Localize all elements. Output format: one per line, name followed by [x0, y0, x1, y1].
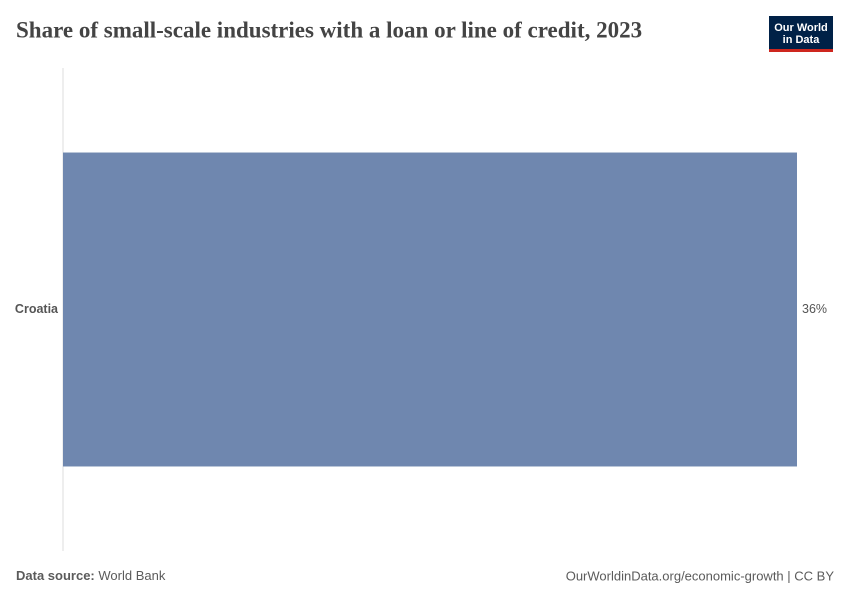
logo-text: in Data — [783, 34, 821, 46]
footer-source: Data source: World Bank — [16, 568, 166, 583]
logo-box — [769, 16, 833, 51]
value-label: 36% — [802, 302, 827, 316]
footer-url: OurWorldinData.org/economic-growth | CC … — [566, 568, 835, 583]
bar — [63, 152, 797, 467]
logo-underline — [769, 49, 833, 52]
source: World Bank — [98, 568, 165, 583]
logo: Our World in Data — [769, 16, 833, 52]
category-label: Croatia — [15, 302, 59, 316]
logo-text: Our World — [774, 22, 828, 34]
chart-title: Share of small-scale industries with a l… — [16, 17, 642, 42]
source-label: Data source: — [16, 568, 95, 583]
